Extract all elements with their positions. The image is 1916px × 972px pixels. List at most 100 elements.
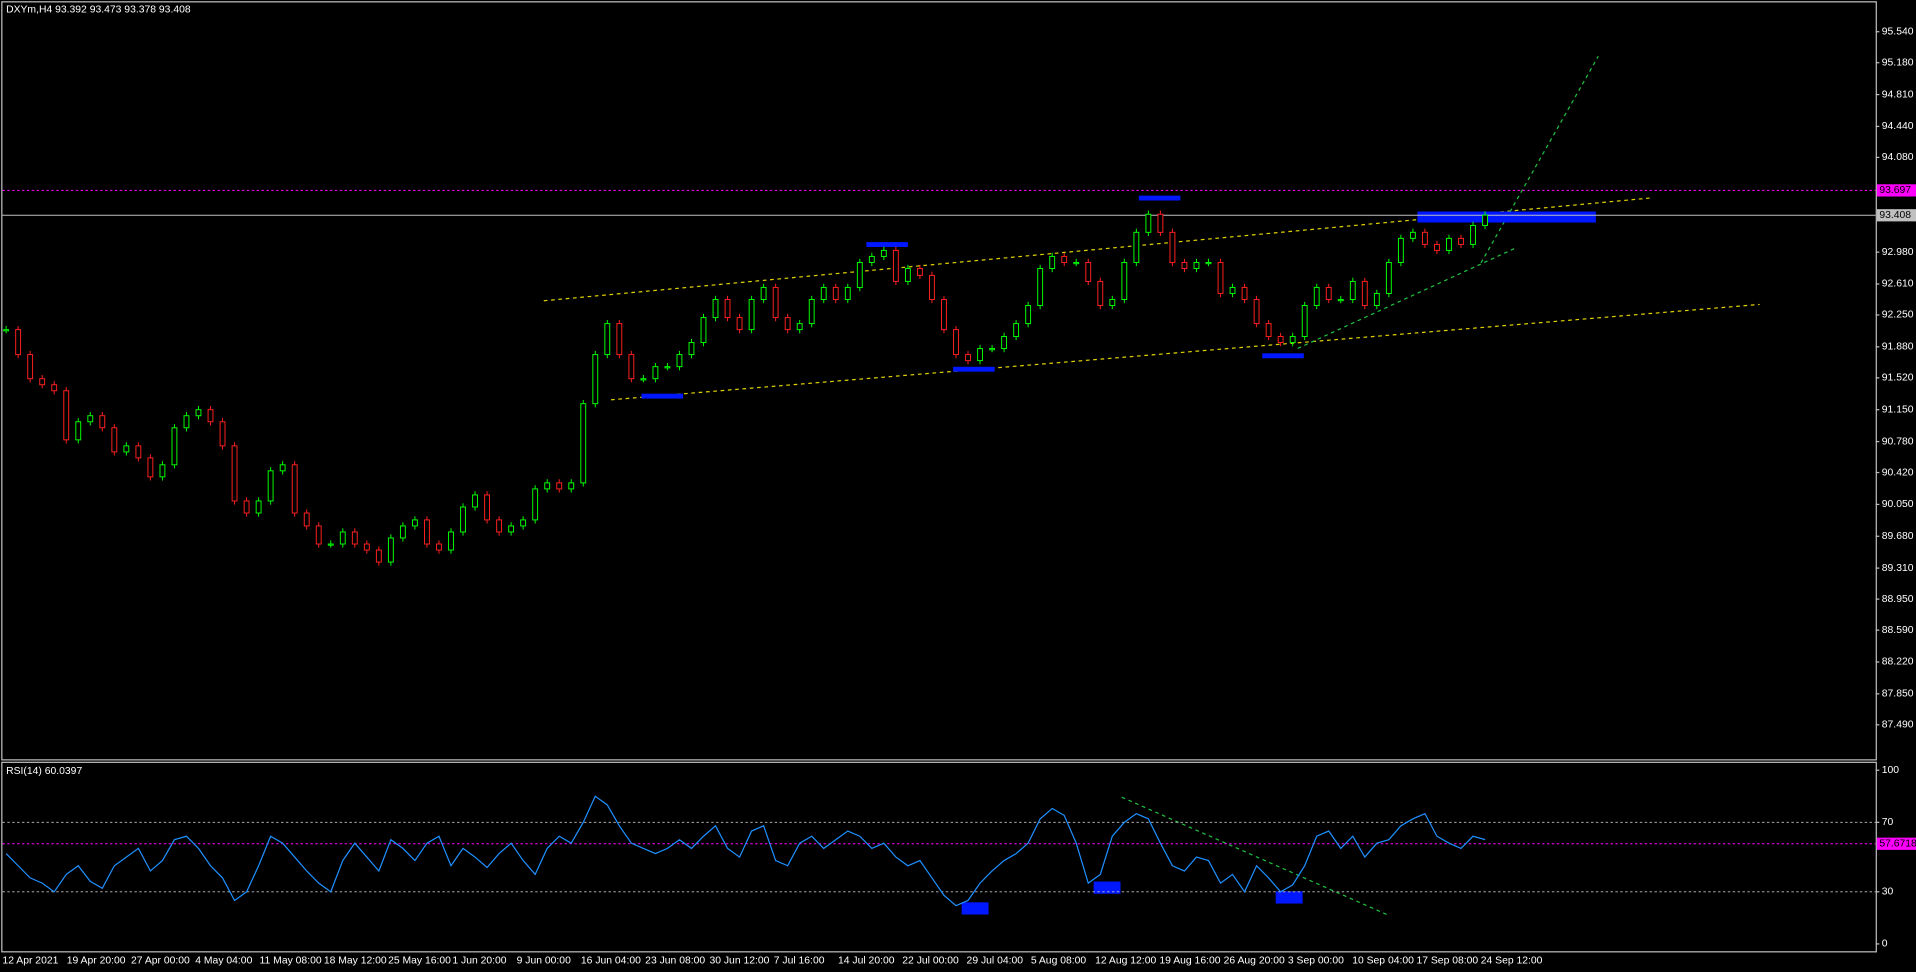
candle — [628, 354, 635, 380]
y-tick-label: 91.520 — [1882, 373, 1914, 384]
x-tick-label: 12 Aug 12:00 — [1095, 956, 1156, 967]
candle — [844, 286, 851, 300]
candle — [484, 494, 490, 521]
candle — [1349, 280, 1356, 300]
y-tick-label: 0 — [1882, 939, 1888, 950]
x-tick-label: 16 Jun 04:00 — [581, 956, 641, 967]
candle — [231, 445, 238, 502]
candle — [1085, 261, 1092, 282]
candle — [929, 274, 935, 300]
candle — [736, 317, 743, 331]
x-tick-label: 17 Sep 08:00 — [1416, 956, 1478, 967]
candle — [27, 354, 34, 380]
x-tick-label: 1 Jun 20:00 — [452, 956, 506, 967]
candle — [772, 286, 779, 319]
candle — [1133, 231, 1140, 263]
y-tick-label: 94.810 — [1882, 89, 1914, 100]
x-tick-label: 24 Sep 12:00 — [1481, 956, 1543, 967]
candle — [63, 390, 70, 441]
y-tick-label: 87.490 — [1882, 720, 1914, 731]
y-tick-label: 90.420 — [1882, 467, 1914, 478]
candle — [1121, 261, 1128, 300]
candle — [1253, 298, 1260, 325]
candle — [568, 482, 575, 490]
candle — [1458, 237, 1464, 245]
marker-box — [641, 393, 684, 399]
level-label-box — [1876, 184, 1916, 197]
x-tick-label: 11 May 08:00 — [260, 956, 322, 967]
candle — [592, 354, 599, 405]
candle — [1181, 261, 1188, 269]
candle — [556, 482, 563, 490]
candle — [664, 366, 671, 369]
y-tick-label: 89.310 — [1882, 563, 1914, 574]
candle — [315, 525, 322, 545]
y-tick-label: 94.440 — [1882, 121, 1914, 132]
candle — [255, 500, 262, 514]
candle — [1434, 243, 1440, 251]
candle — [363, 543, 370, 551]
candle — [159, 464, 166, 478]
candle — [941, 298, 947, 331]
candle — [1073, 261, 1080, 265]
candle — [339, 531, 346, 545]
candle — [892, 249, 899, 282]
candle — [1001, 336, 1008, 350]
candle — [243, 500, 250, 514]
x-tick-label: 29 Jul 04:00 — [967, 956, 1024, 967]
x-tick-label: 26 Aug 20:00 — [1224, 956, 1285, 967]
candle — [147, 457, 154, 478]
level-label: 93.408 — [1879, 210, 1911, 221]
candle — [1301, 305, 1308, 338]
candle — [1169, 231, 1176, 263]
candle — [219, 421, 226, 447]
candle — [880, 249, 887, 257]
level-label: 93.697 — [1879, 185, 1911, 196]
candle — [39, 378, 46, 386]
candle — [820, 286, 827, 300]
candle — [3, 329, 10, 332]
x-tick-label: 22 Jul 00:00 — [902, 956, 959, 967]
candle — [1313, 286, 1320, 307]
candle — [279, 464, 286, 472]
candle — [1061, 255, 1068, 263]
y-tick-label: 100 — [1882, 765, 1900, 776]
rsi-line — [5, 795, 1486, 907]
candle — [784, 317, 791, 331]
y-tick-label: 91.880 — [1882, 342, 1914, 353]
channel-lower — [610, 303, 1760, 401]
candle — [135, 445, 142, 459]
candle — [652, 366, 659, 380]
candle — [1013, 323, 1020, 338]
marker-box — [1262, 353, 1304, 359]
candle — [1361, 280, 1368, 307]
candle — [1037, 268, 1044, 307]
candle — [856, 261, 863, 288]
x-tick-label: 27 Apr 00:00 — [131, 956, 190, 967]
candle — [351, 531, 358, 545]
candle — [99, 415, 106, 429]
y-tick-label: 90.050 — [1882, 499, 1914, 510]
candle — [808, 298, 815, 325]
candle — [1193, 261, 1200, 269]
candle — [399, 525, 406, 539]
x-tick-label: 4 May 04:00 — [195, 956, 252, 967]
trend-projection — [1480, 55, 1599, 264]
candle — [207, 409, 214, 423]
candle — [1482, 214, 1488, 226]
candle — [448, 531, 454, 551]
x-tick-label: 14 Jul 20:00 — [838, 956, 895, 967]
candle — [51, 384, 58, 392]
candle — [640, 378, 647, 381]
candle — [327, 543, 334, 546]
candle — [1385, 261, 1392, 294]
level-label: 57.6718 — [1879, 838, 1916, 849]
x-tick-label: 3 Sep 00:00 — [1288, 956, 1344, 967]
x-tick-label: 30 Jun 12:00 — [709, 956, 769, 967]
candle — [544, 482, 551, 490]
candle — [436, 543, 442, 551]
candle — [520, 519, 527, 527]
x-tick-label: 23 Jun 08:00 — [645, 956, 705, 967]
